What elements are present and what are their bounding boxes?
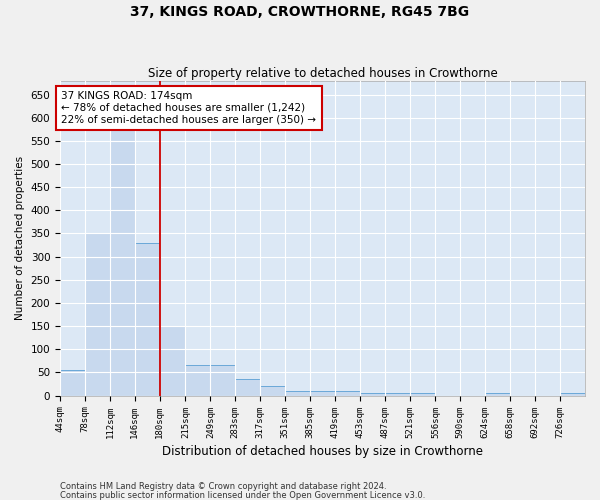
Bar xyxy=(385,394,410,396)
Bar xyxy=(60,370,85,396)
Text: 37, KINGS ROAD, CROWTHORNE, RG45 7BG: 37, KINGS ROAD, CROWTHORNE, RG45 7BG xyxy=(130,5,470,19)
Bar xyxy=(135,243,160,396)
Y-axis label: Number of detached properties: Number of detached properties xyxy=(15,156,25,320)
Bar xyxy=(85,234,110,396)
Bar xyxy=(235,380,260,396)
X-axis label: Distribution of detached houses by size in Crowthorne: Distribution of detached houses by size … xyxy=(162,444,483,458)
Bar xyxy=(360,394,385,396)
Bar xyxy=(160,326,185,396)
Bar xyxy=(560,394,585,396)
Bar xyxy=(485,394,510,396)
Bar xyxy=(285,391,310,396)
Text: Contains public sector information licensed under the Open Government Licence v3: Contains public sector information licen… xyxy=(60,490,425,500)
Bar xyxy=(335,391,360,396)
Text: 37 KINGS ROAD: 174sqm
← 78% of detached houses are smaller (1,242)
22% of semi-d: 37 KINGS ROAD: 174sqm ← 78% of detached … xyxy=(61,92,316,124)
Bar xyxy=(211,366,235,396)
Bar xyxy=(310,391,335,396)
Title: Size of property relative to detached houses in Crowthorne: Size of property relative to detached ho… xyxy=(148,66,497,80)
Bar xyxy=(110,118,135,396)
Bar xyxy=(410,394,436,396)
Text: Contains HM Land Registry data © Crown copyright and database right 2024.: Contains HM Land Registry data © Crown c… xyxy=(60,482,386,491)
Bar xyxy=(260,386,285,396)
Bar xyxy=(185,366,211,396)
